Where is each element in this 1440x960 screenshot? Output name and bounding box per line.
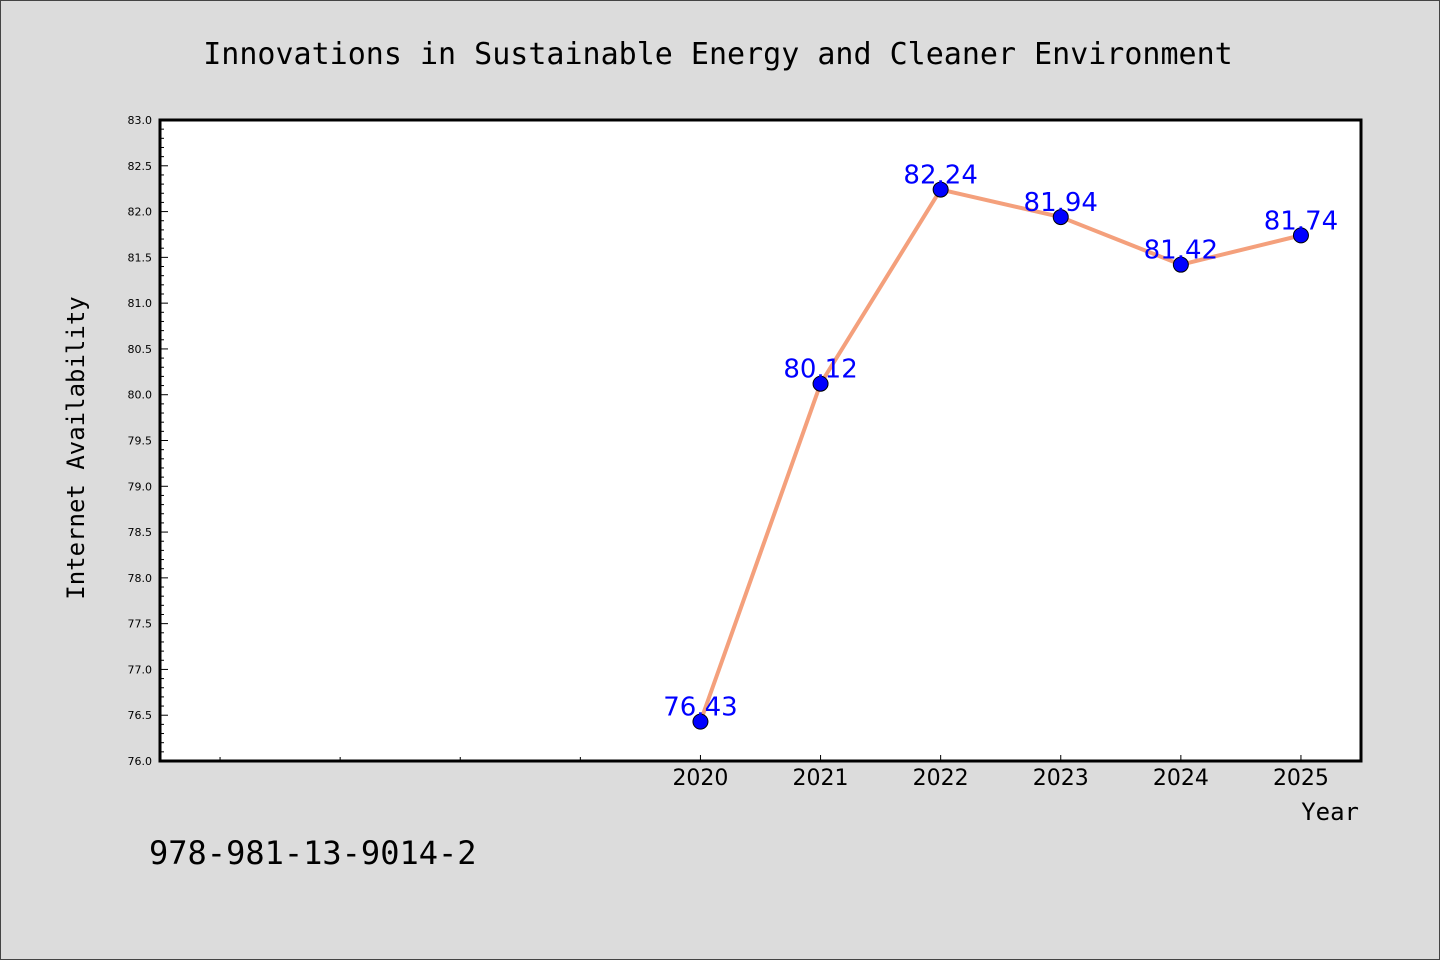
y-tick-label: 79.5 bbox=[128, 435, 153, 448]
y-tick-label: 81.0 bbox=[128, 297, 153, 310]
data-point bbox=[932, 181, 949, 198]
data-point bbox=[692, 713, 709, 730]
y-tick-label: 76.0 bbox=[128, 755, 153, 768]
data-point bbox=[1292, 227, 1309, 244]
x-axis: 2020 2021 2022 2023 2024 2025 bbox=[219, 755, 1329, 791]
chart-title: Innovations in Sustainable Energy and Cl… bbox=[203, 37, 1233, 72]
x-tick-label: 2023 bbox=[1033, 766, 1089, 791]
y-tick-label: 82.0 bbox=[128, 206, 153, 219]
data-label: 80.12 bbox=[783, 355, 857, 385]
y-tick-label: 76.5 bbox=[128, 709, 153, 722]
data-point bbox=[1052, 209, 1069, 226]
y-tick-label: 78.0 bbox=[128, 572, 153, 585]
y-tick-label: 80.5 bbox=[128, 343, 153, 356]
y-tick-label: 81.5 bbox=[128, 251, 153, 264]
y-tick-label: 77.5 bbox=[128, 618, 153, 631]
x-tick-label: 2025 bbox=[1273, 766, 1329, 791]
data-label: 81.74 bbox=[1264, 206, 1338, 236]
series-layer: 76.43 80.12 82.24 81.94 81.42 81.74 bbox=[663, 161, 1338, 730]
y-axis-label: Internet Availability bbox=[62, 296, 90, 599]
x-tick-label: 2020 bbox=[672, 766, 728, 791]
data-label: 82.24 bbox=[903, 161, 977, 191]
data-point bbox=[812, 375, 829, 392]
y-tick-label: 78.5 bbox=[128, 526, 153, 539]
y-axis: 76.0 76.5 77.0 77.5 78.0 78.5 79.0 79.5 80.0 80.5… bbox=[128, 114, 168, 768]
data-label: 81.94 bbox=[1024, 188, 1098, 218]
x-tick-label: 2022 bbox=[913, 766, 969, 791]
plot-area bbox=[158, 118, 1363, 763]
y-tick-label: 79.0 bbox=[128, 480, 153, 493]
x-tick-label: 2024 bbox=[1153, 766, 1209, 791]
x-tick-label: 2021 bbox=[793, 766, 849, 791]
data-label: 76.43 bbox=[663, 693, 737, 723]
y-tick-label: 83.0 bbox=[128, 114, 153, 127]
y-tick-label: 80.0 bbox=[128, 389, 153, 402]
data-point bbox=[1172, 256, 1189, 273]
footer-code: 978-981-13-9014-2 bbox=[149, 834, 477, 872]
y-tick-label: 77.0 bbox=[128, 663, 153, 676]
y-tick-label: 82.5 bbox=[128, 160, 153, 173]
series-line bbox=[698, 187, 1302, 723]
x-axis-label: Year bbox=[1301, 798, 1359, 826]
data-label: 81.42 bbox=[1144, 236, 1218, 266]
